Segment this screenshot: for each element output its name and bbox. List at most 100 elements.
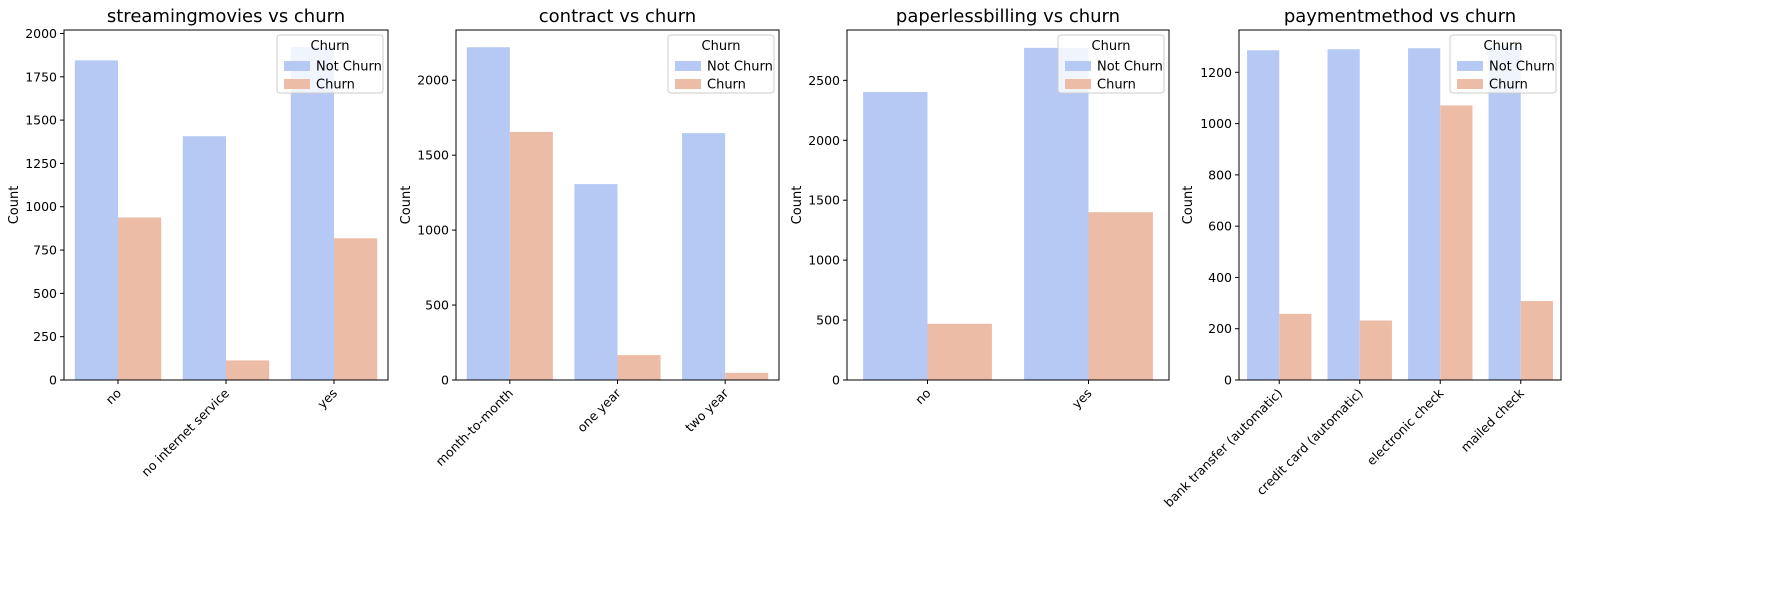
legend: Churn Not Churn Churn (1449, 34, 1557, 94)
y-tick-label: 0 (832, 373, 840, 388)
y-tick-label: 0 (441, 373, 449, 388)
y-axis-label: Count (399, 186, 414, 225)
y-tick-label: 1250 (25, 156, 57, 171)
y-tick-label: 600 (1208, 219, 1232, 234)
x-tick-label: no (912, 386, 934, 408)
legend-label: Churn (707, 78, 746, 93)
x-tick-label: yes (1069, 386, 1095, 412)
bar-churn (1440, 105, 1473, 380)
y-tick-label: 500 (33, 286, 57, 301)
y-tick-label: 1500 (417, 148, 449, 163)
legend-swatch-churn (1065, 79, 1091, 89)
y-tick-label: 1000 (1200, 116, 1232, 131)
chart-title: streamingmovies vs churn (107, 6, 345, 27)
x-tick-label: electronic check (1364, 385, 1447, 468)
bar-not-churn (290, 46, 334, 381)
bar-not-churn (74, 60, 118, 381)
legend-box (1057, 34, 1165, 94)
bar-not-churn (574, 184, 618, 380)
chart-title: paperlessbilling vs churn (896, 6, 1120, 27)
axes-frame (846, 29, 1170, 381)
bar-not-churn (863, 91, 928, 380)
legend-label: Churn (1097, 78, 1136, 93)
y-tick-label: 2000 (25, 26, 57, 41)
legend-swatch-not-churn (1457, 61, 1483, 71)
legend-label: Churn (316, 78, 355, 93)
bar-churn (509, 131, 553, 380)
legend-swatch-churn (284, 79, 310, 89)
chart-panel-contract: contract vs churn Count 0 500 1000 1500 2000… (399, 6, 780, 469)
y-tick-label: 200 (1208, 321, 1232, 336)
chart-panel-paperlessbilling: paperlessbilling vs churn Count 0 500 1000… (790, 6, 1170, 412)
y-tick-label: 500 (425, 298, 449, 313)
bar-churn (118, 217, 162, 380)
bar-churn (1088, 212, 1153, 380)
y-tick-label: 1500 (808, 193, 840, 208)
bar-churn (617, 355, 661, 380)
y-tick-label: 1000 (417, 223, 449, 238)
bar-not-churn (1327, 49, 1360, 380)
y-axis-label: Count (7, 186, 22, 225)
chart-title: contract vs churn (539, 6, 696, 27)
axes-frame (455, 29, 780, 381)
bar-churn (927, 323, 992, 380)
bar-not-churn (466, 47, 510, 381)
bar-not-churn (1488, 45, 1521, 381)
legend-swatch-churn (1457, 79, 1483, 89)
legend-swatch-not-churn (284, 61, 310, 71)
bar-churn (1359, 320, 1392, 380)
chart-title: paymentmethod vs churn (1284, 6, 1516, 27)
legend-title: Churn (702, 39, 741, 54)
y-tick-label: 1000 (25, 199, 57, 214)
bar-churn (226, 360, 270, 380)
bar-churn (1520, 301, 1553, 380)
y-tick-label: 800 (1208, 167, 1232, 182)
legend-title: Churn (311, 39, 350, 54)
axes-frame (1238, 29, 1562, 381)
bar-churn (1279, 313, 1312, 380)
legend-swatch-not-churn (1065, 61, 1091, 71)
x-tick-label: no (102, 386, 124, 408)
legend-label: Churn (1489, 78, 1528, 93)
legend-swatch-not-churn (675, 61, 701, 71)
bar-not-churn (1024, 47, 1089, 380)
legend: Churn Not Churn Churn (1057, 34, 1165, 94)
legend-box (1449, 34, 1557, 94)
y-tick-label: 1500 (25, 113, 57, 128)
y-tick-label: 0 (1224, 373, 1232, 388)
y-tick-label: 1000 (808, 253, 840, 268)
legend-title: Churn (1092, 39, 1131, 54)
legend-box (276, 34, 384, 94)
legend-label: Not Churn (1489, 60, 1555, 75)
y-tick-label: 500 (816, 313, 840, 328)
y-tick-label: 400 (1208, 270, 1232, 285)
legend: Churn Not Churn Churn (667, 34, 775, 94)
bar-not-churn (1247, 50, 1280, 380)
y-tick-label: 2000 (808, 133, 840, 148)
y-tick-label: 750 (33, 243, 57, 258)
y-tick-label: 2500 (808, 73, 840, 88)
legend-title: Churn (1484, 39, 1523, 54)
bar-churn (334, 238, 378, 380)
bar-churn (725, 372, 769, 380)
chart-panel-streamingmovies: streamingmovies vs churn Count 0 250 500 75… (7, 6, 389, 479)
y-axis-label: Count (1181, 186, 1196, 225)
legend-label: Not Churn (707, 60, 773, 75)
y-tick-label: 250 (33, 329, 57, 344)
x-tick-label: two year (682, 385, 732, 435)
axes-frame (63, 29, 389, 381)
y-tick-label: 2000 (417, 73, 449, 88)
legend-label: Not Churn (1097, 60, 1163, 75)
chart-panel-paymentmethod: paymentmethod vs churn Count 0 200 400 600 8… (1161, 6, 1562, 510)
legend: Churn Not Churn Churn (276, 34, 384, 94)
bar-not-churn (1408, 48, 1441, 380)
x-tick-label: mailed check (1458, 385, 1528, 455)
bar-not-churn (182, 136, 226, 380)
y-tick-label: 1200 (1200, 65, 1232, 80)
x-tick-label: one year (574, 385, 624, 435)
legend-label: Not Churn (316, 60, 382, 75)
legend-swatch-churn (675, 79, 701, 89)
y-axis-label: Count (790, 186, 805, 225)
bar-not-churn (682, 133, 726, 380)
